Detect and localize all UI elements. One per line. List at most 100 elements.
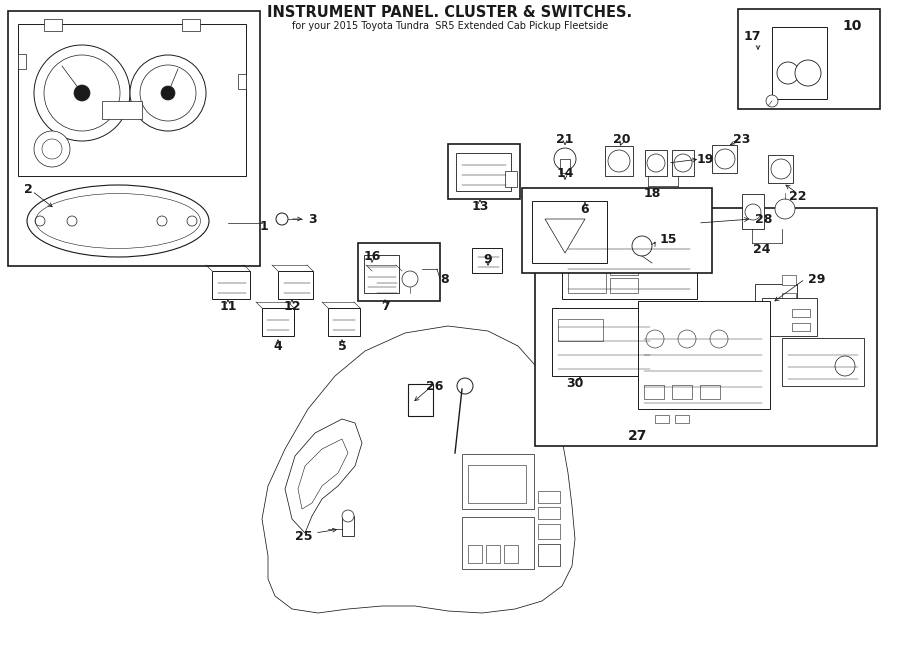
Bar [462, 454, 534, 509]
Circle shape [647, 154, 665, 172]
Text: 15: 15 [660, 233, 678, 245]
Bar [568, 263, 606, 293]
Bar [262, 308, 294, 336]
Text: 25: 25 [294, 529, 312, 543]
Text: 14: 14 [556, 167, 574, 180]
Bar [18, 24, 246, 176]
Bar [610, 263, 638, 275]
Bar [532, 201, 607, 263]
Circle shape [35, 216, 45, 226]
Text: 18: 18 [644, 186, 661, 200]
Bar [538, 544, 560, 566]
Bar [672, 385, 692, 399]
Text: 29: 29 [808, 272, 825, 286]
Bar [772, 27, 827, 99]
Bar [558, 319, 603, 341]
Text: 21: 21 [556, 132, 574, 145]
Text: 2: 2 [23, 182, 32, 196]
Bar [700, 385, 720, 399]
Text: 30: 30 [566, 377, 584, 389]
Text: 7: 7 [381, 299, 390, 313]
Text: 4: 4 [274, 340, 283, 352]
Text: 19: 19 [697, 153, 714, 165]
Bar [562, 217, 697, 299]
Circle shape [715, 149, 735, 169]
Circle shape [710, 330, 728, 348]
Bar [645, 150, 667, 176]
Bar [212, 271, 250, 299]
Circle shape [775, 199, 795, 219]
Bar [768, 155, 793, 183]
Bar [504, 545, 518, 563]
Text: 5: 5 [338, 340, 346, 352]
Circle shape [342, 510, 354, 522]
Bar [535, 208, 877, 446]
Circle shape [632, 236, 652, 256]
Circle shape [42, 139, 62, 159]
Bar [505, 171, 517, 187]
Circle shape [34, 131, 70, 167]
Text: 10: 10 [842, 19, 861, 33]
Text: 12: 12 [284, 299, 301, 313]
Bar [468, 545, 482, 563]
Ellipse shape [27, 185, 209, 257]
Bar [610, 278, 638, 293]
Bar [712, 145, 737, 173]
Bar [342, 516, 354, 536]
Bar [782, 275, 796, 285]
Bar [655, 415, 669, 423]
Bar [358, 243, 440, 301]
Circle shape [44, 55, 120, 131]
Circle shape [608, 150, 630, 172]
Circle shape [766, 95, 778, 107]
Circle shape [554, 148, 576, 170]
Bar [762, 298, 817, 336]
Bar [742, 194, 764, 229]
Bar [644, 385, 664, 399]
Bar [552, 308, 657, 376]
Bar [278, 271, 313, 299]
Bar [522, 188, 712, 273]
Bar [448, 144, 520, 199]
Bar [538, 491, 560, 503]
Bar [328, 308, 360, 336]
Circle shape [130, 55, 206, 131]
Bar [408, 384, 433, 416]
Circle shape [140, 65, 196, 121]
Text: INSTRUMENT PANEL. CLUSTER & SWITCHES.: INSTRUMENT PANEL. CLUSTER & SWITCHES. [267, 5, 633, 20]
Circle shape [74, 85, 90, 101]
Bar [792, 323, 810, 331]
Circle shape [457, 378, 473, 394]
Circle shape [161, 86, 175, 100]
Text: for your 2015 Toyota Tundra  SR5 Extended Cab Pickup Fleetside: for your 2015 Toyota Tundra SR5 Extended… [292, 21, 608, 31]
Circle shape [795, 60, 821, 86]
Circle shape [157, 216, 167, 226]
Circle shape [402, 271, 418, 287]
Bar [738, 9, 880, 109]
Bar [782, 293, 796, 303]
Circle shape [835, 356, 855, 376]
Bar [44, 19, 62, 31]
Circle shape [745, 204, 761, 220]
Bar [538, 524, 560, 539]
Bar [605, 146, 633, 176]
Bar [456, 153, 511, 191]
Text: 3: 3 [308, 212, 317, 225]
Text: 9: 9 [483, 253, 492, 266]
Circle shape [777, 62, 799, 84]
Circle shape [674, 154, 692, 172]
Text: 1: 1 [259, 219, 268, 233]
Circle shape [771, 159, 791, 179]
Bar [675, 415, 689, 423]
Bar [468, 465, 526, 503]
Text: 28: 28 [755, 212, 772, 225]
Text: 13: 13 [472, 200, 489, 212]
Bar [182, 19, 200, 31]
Bar [102, 101, 142, 119]
Bar [472, 248, 502, 273]
Bar [782, 338, 864, 386]
Bar [672, 150, 694, 176]
Text: 16: 16 [364, 249, 381, 262]
Bar [792, 309, 810, 317]
Circle shape [646, 330, 664, 348]
